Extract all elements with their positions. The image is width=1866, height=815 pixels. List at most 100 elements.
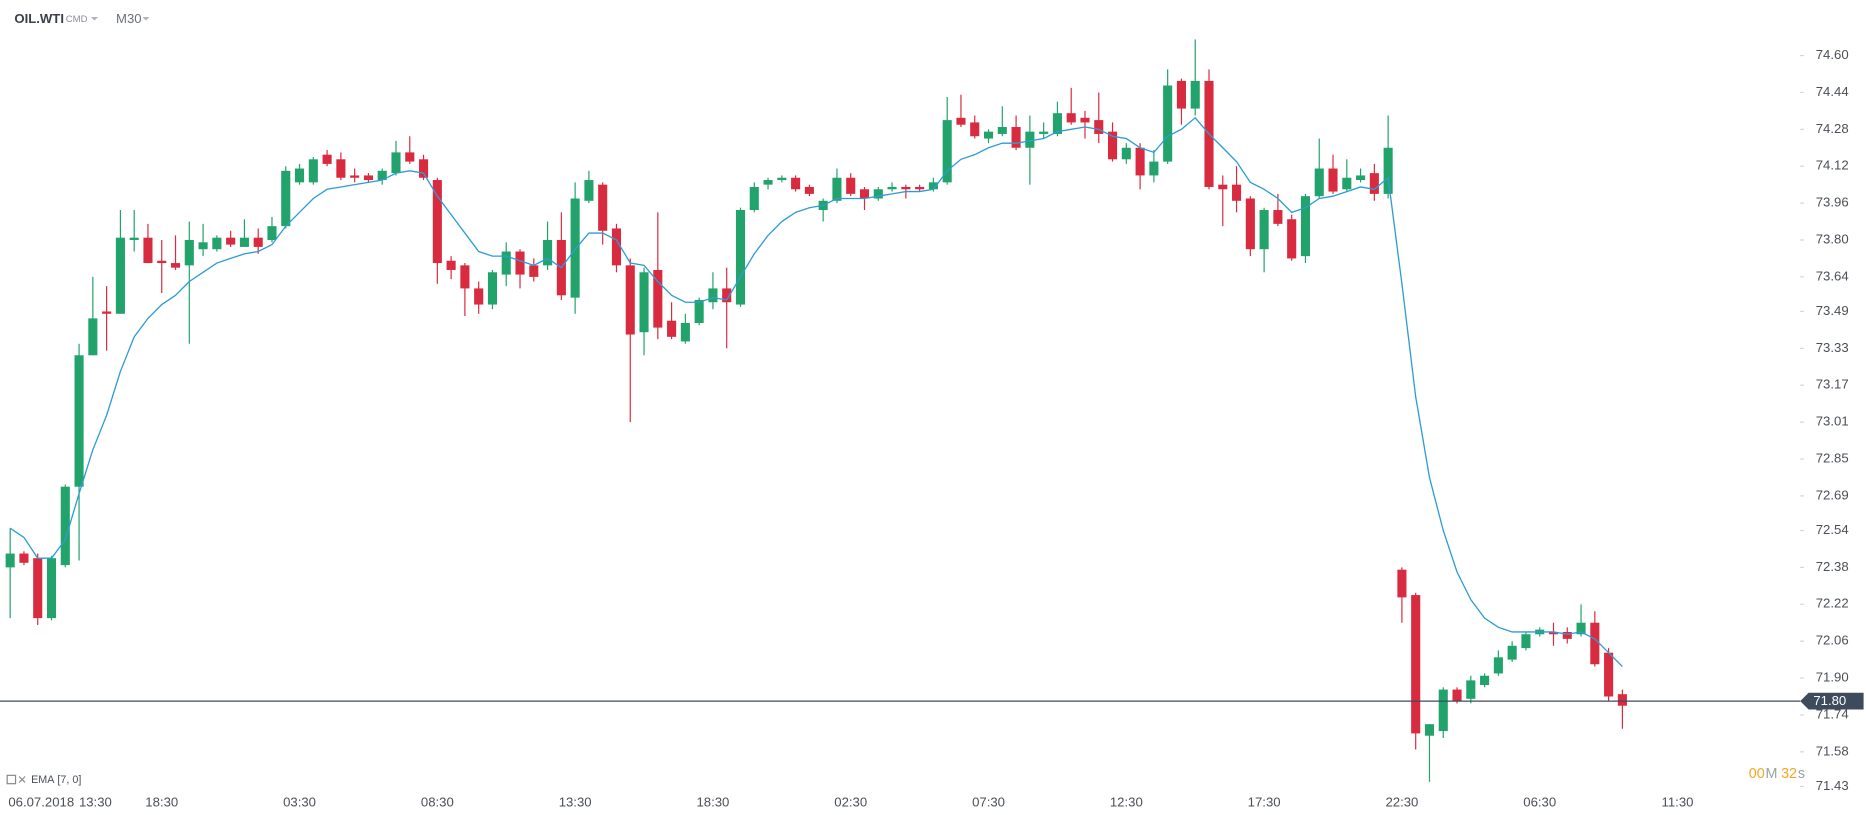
- candle-body: [928, 182, 938, 190]
- candle-body: [294, 168, 305, 183]
- candle-body: [1342, 177, 1352, 190]
- candle-body: [1011, 127, 1021, 148]
- candle-body: [446, 260, 456, 270]
- candle-body: [419, 159, 429, 178]
- candle-body: [956, 117, 966, 125]
- candle-body: [887, 186, 897, 190]
- candle-body: [1438, 689, 1448, 732]
- candle-body: [1080, 117, 1090, 123]
- timeframe[interactable]: M30: [116, 11, 142, 26]
- y-tick-label: 71.58: [1816, 743, 1849, 758]
- candle-body: [460, 265, 470, 289]
- candle-body: [846, 177, 856, 194]
- y-tick-label: 73.17: [1816, 377, 1849, 392]
- candle-body: [487, 272, 498, 305]
- candle-body: [60, 486, 70, 566]
- x-tick-label: 11:30: [1662, 794, 1694, 809]
- y-tick-label: 71.43: [1816, 778, 1849, 793]
- dropdown-caret[interactable]: [142, 16, 150, 21]
- countdown-minutes-unit: M: [1766, 766, 1778, 782]
- candle-body: [239, 237, 249, 247]
- y-tick-label: 73.64: [1816, 268, 1849, 283]
- last-price-label: 71.80: [1813, 693, 1846, 708]
- candle-body: [391, 152, 401, 174]
- candle-body: [115, 237, 125, 314]
- candle-body: [1452, 689, 1462, 702]
- market[interactable]: CMD: [66, 14, 88, 25]
- candle-body: [1273, 210, 1283, 224]
- y-tick-label: 72.85: [1816, 450, 1849, 465]
- candle-body: [735, 210, 746, 305]
- candle-body: [529, 265, 539, 277]
- candle-body: [1163, 85, 1173, 162]
- candle-body: [5, 553, 15, 568]
- y-tick-label: 72.38: [1816, 559, 1849, 574]
- ema-line: [9, 116, 1623, 668]
- candle-body: [970, 122, 980, 137]
- candle-body: [584, 180, 594, 201]
- y-tick-label: 74.12: [1816, 158, 1849, 173]
- candle-body: [1218, 184, 1228, 190]
- y-tick-label: 74.44: [1816, 84, 1849, 99]
- candle-body: [915, 186, 925, 190]
- symbol[interactable]: OIL.WTI: [14, 11, 64, 26]
- y-tick-label: 71.90: [1816, 670, 1849, 685]
- y-tick-label: 72.54: [1816, 522, 1849, 537]
- candle-body: [1521, 634, 1531, 649]
- candle-body: [1369, 173, 1379, 194]
- start-date: 06.07.2018: [8, 794, 74, 809]
- x-tick-label: 13:30: [559, 794, 592, 809]
- indicator-name: EMA: [31, 774, 55, 786]
- candle-body: [942, 120, 952, 183]
- candle-body: [198, 242, 208, 250]
- candle-body: [1259, 210, 1269, 250]
- candle-body: [639, 272, 649, 333]
- candle-body: [1190, 80, 1200, 109]
- y-tick-label: 74.60: [1816, 47, 1849, 62]
- countdown-seconds: 32: [1781, 766, 1797, 782]
- candle-body: [322, 154, 332, 164]
- indicator-remove[interactable]: [18, 776, 26, 783]
- dropdown-caret[interactable]: [90, 16, 99, 21]
- candle-body: [832, 177, 842, 201]
- candle-body: [804, 186, 814, 194]
- candle-body: [543, 239, 553, 266]
- candle-body: [226, 237, 236, 245]
- x-tick-label: 18:30: [145, 794, 178, 809]
- candle-body: [1383, 147, 1393, 194]
- countdown-seconds-unit: s: [1798, 766, 1805, 782]
- candle-body: [722, 288, 732, 303]
- candle-body: [515, 251, 525, 275]
- x-tick-label: 02:30: [834, 794, 867, 809]
- candle-body: [997, 127, 1007, 134]
- y-tick-label: 74.28: [1816, 121, 1849, 136]
- candle-body: [1411, 595, 1421, 734]
- x-tick-label: 12:30: [1110, 794, 1143, 809]
- candle-body: [1493, 657, 1503, 674]
- candle-body: [129, 237, 139, 240]
- x-tick-label: 22:30: [1385, 794, 1418, 809]
- candle-body: [157, 260, 167, 264]
- candle-body: [1328, 168, 1338, 192]
- candle-body: [1135, 147, 1145, 176]
- x-tick-label: 06:30: [1523, 794, 1556, 809]
- candle-body: [184, 239, 194, 266]
- candle-body: [611, 228, 622, 266]
- candle-body: [212, 237, 222, 250]
- x-tick-label: 08:30: [421, 794, 454, 809]
- candle-body: [749, 186, 759, 211]
- last-price-tag: [1800, 692, 1864, 710]
- candle-body: [1232, 184, 1242, 201]
- candle-body: [46, 558, 57, 619]
- candle-body: [1149, 161, 1159, 176]
- candle-body: [1397, 569, 1407, 598]
- indicator-icon[interactable]: [6, 774, 17, 785]
- candle-body: [74, 355, 84, 487]
- candle-body: [1039, 131, 1049, 134]
- candle-body: [1314, 168, 1324, 197]
- candle-body: [377, 170, 387, 181]
- candle-body: [19, 553, 29, 563]
- candle-body: [901, 186, 911, 190]
- y-tick-label: 72.69: [1816, 487, 1849, 502]
